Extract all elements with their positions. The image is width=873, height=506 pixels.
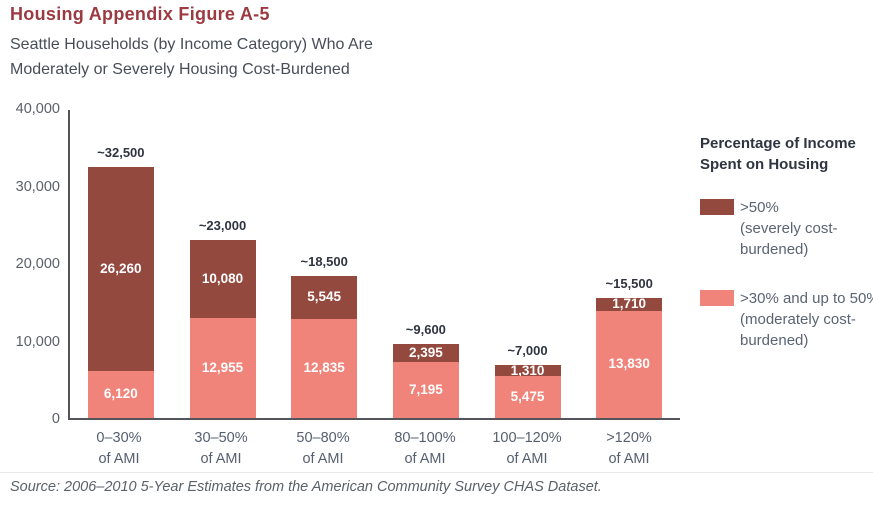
legend-moderate-line1: >30% and up to 50% bbox=[740, 290, 873, 307]
x-axis-label-range: 50–80% bbox=[296, 430, 350, 446]
bar-total-label: ~32,500 bbox=[97, 145, 145, 161]
figure-subtitle-line2: Moderately or Severely Housing Cost-Burd… bbox=[10, 61, 350, 78]
y-axis-tick-label: 10,000 bbox=[15, 333, 60, 350]
x-axis-label-suffix: of AMI bbox=[608, 451, 650, 467]
x-axis-label-suffix: of AMI bbox=[98, 451, 140, 467]
bars-container: ~32,500 26,260 6,120 ~23,000 10,080 12,955 ~18… bbox=[70, 110, 680, 418]
bar-column: ~7,000 1,310 5,475 bbox=[477, 110, 579, 418]
legend-item-severe-label: >50% (severely cost- burdened) bbox=[740, 197, 838, 260]
bar-column: ~15,500 1,710 13,830 bbox=[578, 110, 680, 418]
x-axis-label-suffix: of AMI bbox=[200, 451, 242, 467]
legend-moderate-line3: burdened) bbox=[740, 332, 809, 349]
bar-column: ~23,000 10,080 12,955 bbox=[172, 110, 274, 418]
bar-segment-severe: 2,395 bbox=[392, 343, 459, 363]
x-axis-label-suffix: of AMI bbox=[506, 451, 548, 467]
x-axis-label: 0–30% of AMI bbox=[68, 428, 170, 470]
moderate-swatch bbox=[700, 290, 734, 306]
legend-item-moderate-label: >30% and up to 50% (moderately cost- bur… bbox=[740, 288, 873, 351]
stacked-bar: 1,710 13,830 bbox=[596, 297, 663, 418]
x-axis-label-range: 0–30% bbox=[96, 430, 142, 446]
legend-title: Percentage of Income Spent on Housing bbox=[700, 133, 868, 175]
legend: Percentage of Income Spent on Housing >5… bbox=[700, 133, 873, 379]
bar-segment-severe: 26,260 bbox=[87, 167, 154, 371]
bar-total-label: ~23,000 bbox=[198, 217, 247, 233]
stacked-bar: 5,545 12,835 bbox=[291, 275, 358, 418]
y-axis-tick-label: 0 bbox=[51, 411, 60, 427]
x-axis-label: 100–120% of AMI bbox=[476, 428, 578, 470]
x-axis: 0–30% of AMI 30–50% of AMI 50–80% of AMI 80–10… bbox=[68, 428, 680, 470]
bar-segment-severe: 10,080 bbox=[189, 239, 256, 318]
x-axis-label-range: 80–100% bbox=[394, 430, 456, 446]
bar-segment-moderate: 12,835 bbox=[291, 318, 358, 418]
stacked-bar: 2,395 7,195 bbox=[392, 343, 459, 418]
x-axis-label: >120% of AMI bbox=[578, 428, 680, 470]
legend-item-severe: >50% (severely cost- burdened) bbox=[700, 197, 868, 260]
stacked-bar: 10,080 12,955 bbox=[189, 239, 256, 418]
plot-area: ~32,500 26,260 6,120 ~23,000 10,080 12,955 ~18… bbox=[68, 110, 680, 420]
bar-segment-moderate: 13,830 bbox=[596, 310, 663, 418]
severe-swatch bbox=[700, 199, 734, 215]
x-axis-label-suffix: of AMI bbox=[404, 451, 446, 467]
figure-subtitle: Seattle Households (by Income Category) … bbox=[10, 32, 373, 82]
bar-total-label: ~18,500 bbox=[300, 253, 348, 269]
x-axis-label: 50–80% of AMI bbox=[272, 428, 374, 470]
y-axis-tick-label: 40,000 bbox=[15, 101, 60, 117]
legend-title-line1: Percentage of Income bbox=[700, 135, 856, 152]
footer-divider bbox=[0, 472, 873, 473]
x-axis-label-suffix: of AMI bbox=[302, 451, 344, 467]
stacked-bar: 26,260 6,120 bbox=[87, 167, 154, 418]
legend-item-moderate: >30% and up to 50% (moderately cost- bur… bbox=[700, 288, 873, 351]
bar-total-label: ~7,000 bbox=[507, 343, 548, 359]
figure-subtitle-line1: Seattle Households (by Income Category) … bbox=[10, 36, 373, 53]
x-axis-label-range: 30–50% bbox=[194, 430, 248, 446]
bar-segment-severe: 1,710 bbox=[596, 297, 663, 311]
bar-segment-moderate: 6,120 bbox=[87, 370, 154, 418]
y-axis: 40,000 30,000 20,000 10,000 0 bbox=[0, 101, 60, 427]
x-axis-label: 30–50% of AMI bbox=[170, 428, 272, 470]
bar-segment-severe: 5,545 bbox=[291, 275, 358, 319]
bar-segment-moderate: 7,195 bbox=[392, 362, 459, 418]
legend-severe-line1: >50% bbox=[740, 199, 779, 216]
bar-total-label: ~15,500 bbox=[605, 275, 653, 291]
y-axis-tick-label: 30,000 bbox=[15, 178, 60, 195]
bar-segment-severe: 1,310 bbox=[494, 363, 561, 377]
bar-total-label: ~9,600 bbox=[405, 321, 446, 337]
source-note: Source: 2006–2010 5-Year Estimates from … bbox=[10, 479, 602, 495]
bar-column: ~18,500 5,545 12,835 bbox=[273, 110, 375, 418]
figure-title: Housing Appendix Figure A-5 bbox=[10, 4, 270, 24]
legend-title-line2: Spent on Housing bbox=[700, 156, 829, 173]
x-axis-label-range: 100–120% bbox=[492, 430, 562, 446]
legend-moderate-line2: (moderately cost- bbox=[740, 311, 856, 328]
bar-column: ~9,600 2,395 7,195 bbox=[375, 110, 477, 418]
bar-segment-moderate: 12,955 bbox=[189, 317, 256, 418]
y-axis-tick-label: 20,000 bbox=[15, 256, 60, 272]
legend-severe-line3: burdened) bbox=[740, 241, 809, 258]
bar-segment-moderate: 5,475 bbox=[494, 375, 561, 418]
x-axis-label: 80–100% of AMI bbox=[374, 428, 476, 470]
x-axis-label-range: >120% bbox=[606, 430, 652, 446]
bar-column: ~32,500 26,260 6,120 bbox=[70, 110, 172, 418]
stacked-bar: 1,310 5,475 bbox=[494, 363, 561, 418]
legend-severe-line2: (severely cost- bbox=[740, 220, 838, 237]
